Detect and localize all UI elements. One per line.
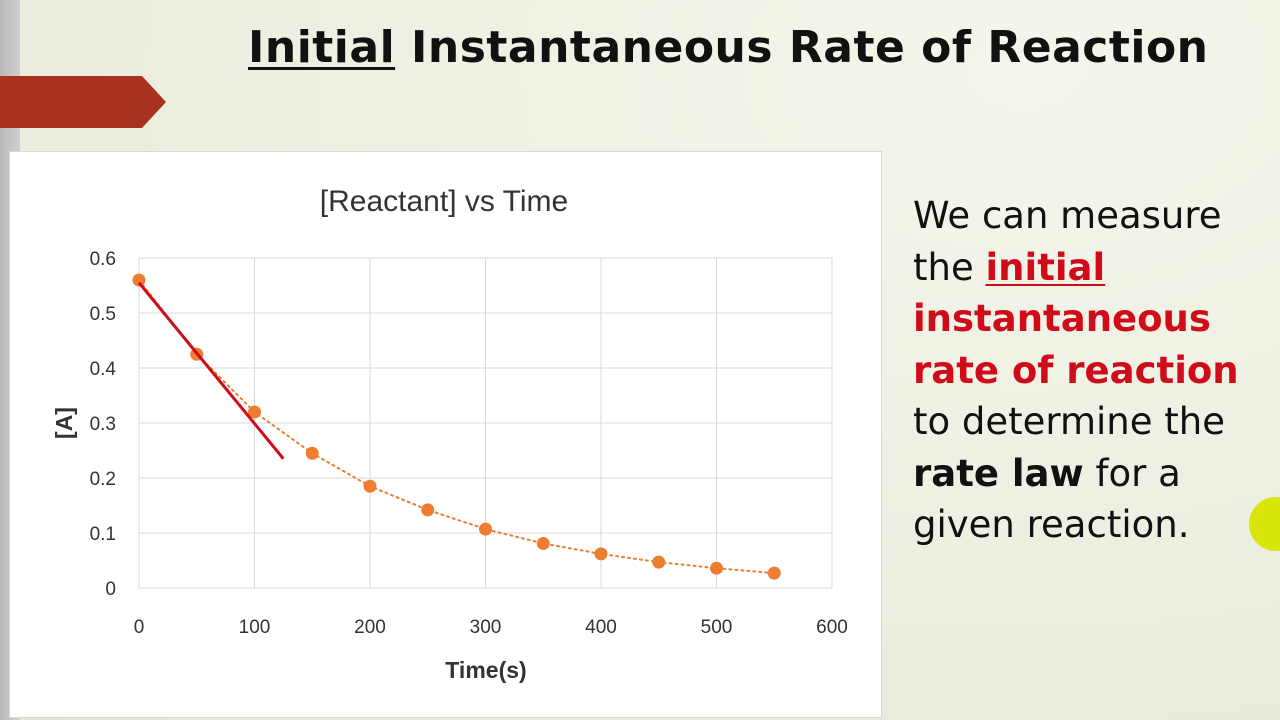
tangent-line [137, 281, 285, 460]
arrow-banner [0, 76, 166, 128]
y-tick-label: 0.3 [90, 414, 116, 435]
y-tick-label: 0.4 [90, 359, 117, 380]
y-tick-label: 0.1 [90, 524, 116, 545]
slide-title: Initial Instantaneous Rate of Reaction [248, 22, 1209, 73]
title-underlined-word: Initial [248, 22, 396, 73]
data-point [536, 536, 550, 550]
data-point [363, 479, 377, 493]
data-point [479, 522, 492, 536]
data-point [305, 446, 319, 460]
y-tick-label: 0.6 [90, 249, 116, 270]
text-for-given-reaction: for a given reaction. [913, 451, 1190, 547]
data-point [652, 555, 666, 569]
y-tick-label: 0 [105, 579, 116, 600]
data-point [710, 561, 723, 575]
title-rest: Instantaneous Rate of Reaction [411, 22, 1209, 73]
text-rate-law: rate law [913, 451, 1084, 495]
data-point [248, 405, 261, 419]
text-to-determine: to determine the [913, 400, 1226, 443]
x-tick-label: 500 [701, 617, 733, 638]
y-axis-label: [A] [51, 407, 77, 439]
x-tick-label: 0 [134, 617, 145, 638]
trendline [138, 279, 776, 575]
text-initial: initial [985, 245, 1106, 289]
data-point [594, 547, 608, 561]
data-point [767, 566, 781, 580]
text-instantaneous-rate: instantaneous rate of reaction [913, 297, 1239, 392]
x-tick-label: 400 [585, 617, 617, 638]
x-axis-label: Time(s) [445, 657, 526, 683]
chart-title: [Reactant] vs Time [320, 185, 568, 218]
chart-panel: 0 100 200 300 400 500 600 0 0.1 0.2 0.3 0.4 0.5 0.6 [R… [9, 151, 882, 718]
explanation-text: We can measure the initial instantaneous … [913, 190, 1263, 551]
x-tick-label: 200 [354, 617, 386, 638]
y-tick-label: 0.2 [90, 469, 116, 490]
rate-chart: 0 100 200 300 400 500 600 0 0.1 0.2 0.3 0.4 0.5 0.6 [R… [51, 185, 848, 683]
x-tick-label: 100 [239, 617, 271, 638]
y-tick-label: 0.5 [90, 304, 116, 325]
data-point [421, 503, 435, 517]
x-tick-label: 300 [470, 617, 502, 638]
data-point [132, 273, 146, 287]
text-we-can-measure: We can measure the [913, 194, 1222, 289]
x-tick-label: 600 [816, 617, 848, 638]
